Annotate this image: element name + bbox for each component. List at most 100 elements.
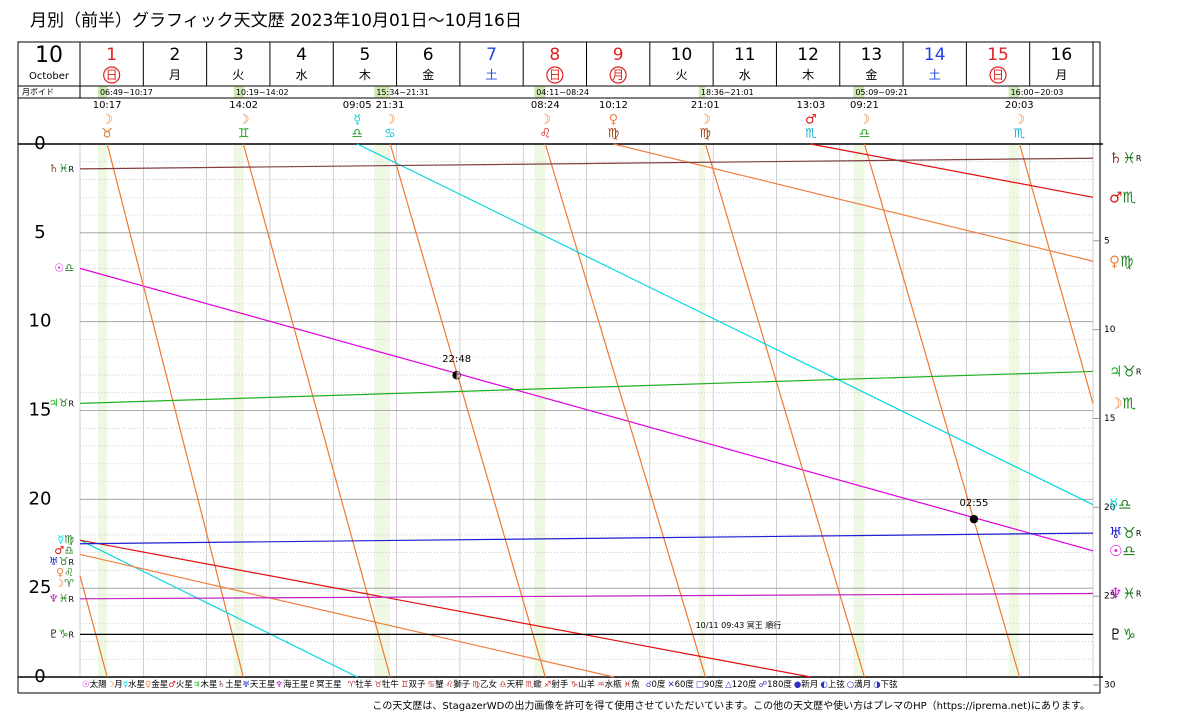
retro-mark: R [68, 630, 74, 639]
legend-symbol: ♎ [499, 680, 507, 690]
legend-symbol: ♇ [308, 680, 316, 690]
end-label: ♀♍ [1109, 252, 1133, 270]
planet-symbol: ♅ [49, 555, 59, 568]
legend-symbol: ♌ [446, 680, 454, 690]
legend-name: 魚 [631, 679, 640, 690]
holiday-circle [989, 66, 1007, 84]
legend-name: 上弦 [828, 679, 846, 690]
weekday: 火 [232, 68, 244, 82]
day-number: 8 [549, 45, 560, 65]
void-cell [853, 86, 865, 98]
end-label: ♃♉R [1109, 362, 1142, 380]
weekday: 土 [486, 68, 498, 82]
planet-line [79, 143, 1094, 678]
legend-name: 獅子 [453, 679, 471, 690]
void-period: 05:09~09:21 [855, 88, 908, 97]
sign-symbol: ♉ [59, 555, 69, 568]
start-label: ♃♉R [49, 396, 75, 409]
phase-symbol: ● [969, 512, 979, 525]
retro-mark: R [68, 558, 74, 567]
legend-name: 牡牛 [382, 679, 400, 690]
legend-name: 火星 [176, 680, 193, 690]
weekday: 金 [865, 67, 877, 82]
sign-symbol: ♓ [1122, 149, 1135, 167]
legend-name: 海王星 [283, 679, 309, 690]
ingress-planet: ☽ [101, 113, 113, 128]
title: 月別（前半）グラフィック天文歴 2023年10月01日～10月16日 [30, 11, 522, 31]
start-label: ♅♉R [49, 555, 75, 568]
sign-symbol: ♑ [59, 627, 69, 640]
legend-symbol: ♍ [472, 680, 480, 690]
legend-name: 土星 [225, 679, 242, 690]
legend-symbol: ♀ [145, 680, 151, 690]
ingress-time: 21:31 [376, 100, 405, 111]
planet-line [79, 592, 1094, 600]
ingress-time: 09:21 [850, 100, 879, 111]
ingress-sign: ♎ [859, 127, 871, 142]
sign-symbol: ♉ [1122, 362, 1135, 380]
retro-mark: R [68, 164, 74, 173]
sign-symbol: ♎ [1118, 495, 1131, 513]
weekday: 水 [739, 68, 751, 82]
legend-symbol: ♐ [544, 680, 552, 690]
day-number: 1 [106, 45, 117, 65]
ingress-time: 10:17 [93, 100, 122, 111]
legend-symbol: □ [696, 680, 704, 690]
planet-symbol: ☽ [1109, 394, 1122, 412]
frame [17, 41, 1101, 694]
legend-name: 水瓶 [605, 679, 623, 690]
legend-symbol: ✕ [667, 680, 674, 690]
legend-name: 蟹 [435, 679, 444, 690]
start-label: ♂♎ [54, 544, 74, 557]
legend-symbol: ☍ [759, 680, 768, 690]
legend-name: 0度 [652, 679, 666, 690]
legend-symbol: ♃ [193, 680, 201, 690]
retro-mark: R [1136, 529, 1142, 538]
retro-mark: R [1136, 154, 1142, 163]
retro-mark: R [68, 594, 74, 603]
sign-symbol: ♏ [1122, 394, 1136, 412]
ingress-sign: ♌ [540, 127, 552, 142]
end-label: ☿♎ [1109, 495, 1132, 513]
ingress-sign: ♏ [1013, 127, 1025, 142]
weekday: 月 [169, 68, 181, 82]
planet-symbol: ♇ [1109, 625, 1122, 643]
holiday-circle [546, 66, 564, 84]
void-cell [233, 86, 244, 98]
ingress-planet: ☽ [540, 113, 552, 128]
ingress-planet: ☽ [1013, 113, 1025, 128]
sign-symbol: ♑ [1122, 625, 1135, 643]
void-cell [698, 86, 706, 98]
day-number: 12 [797, 45, 819, 65]
phase-time: 22:48 [442, 354, 471, 365]
ingress-planet: ☽ [699, 113, 711, 128]
legend-symbol: ☉ [82, 680, 90, 690]
weekday: 月 [1055, 68, 1067, 82]
planet-symbol: ♆ [49, 592, 59, 605]
legend-symbol: △ [725, 680, 732, 690]
day-number: 5 [359, 45, 370, 65]
planet-symbol: ♄ [49, 162, 59, 175]
legend-name: 新月 [801, 679, 818, 690]
end-label: ☽♏ [1109, 394, 1136, 412]
legend-name: 満月 [854, 680, 871, 690]
sign-symbol: ♍ [64, 533, 74, 546]
weekday: 木 [802, 68, 814, 82]
holiday-circle [103, 66, 121, 84]
weekday: 日 [992, 68, 1004, 82]
ingress-sign: ♉ [101, 127, 113, 142]
planet-symbol: ♄ [1109, 149, 1122, 167]
planet-line [79, 370, 1094, 404]
ingress-planet: ☽ [384, 113, 396, 128]
sign-symbol: ♎ [64, 261, 74, 274]
planet-symbol: ☿ [57, 533, 64, 546]
legend-symbol: ● [794, 680, 801, 690]
retro-mark: R [1136, 589, 1142, 598]
ingress-time: 10:12 [599, 100, 628, 111]
planet-symbol: ☿ [1109, 495, 1118, 513]
weekday: 水 [296, 68, 308, 82]
y2-tick-label: 25 [1104, 592, 1115, 602]
legend-name: 太陽 [90, 679, 108, 690]
sign-symbol: ♓ [59, 592, 69, 605]
legend-symbol: ♋ [428, 680, 436, 690]
